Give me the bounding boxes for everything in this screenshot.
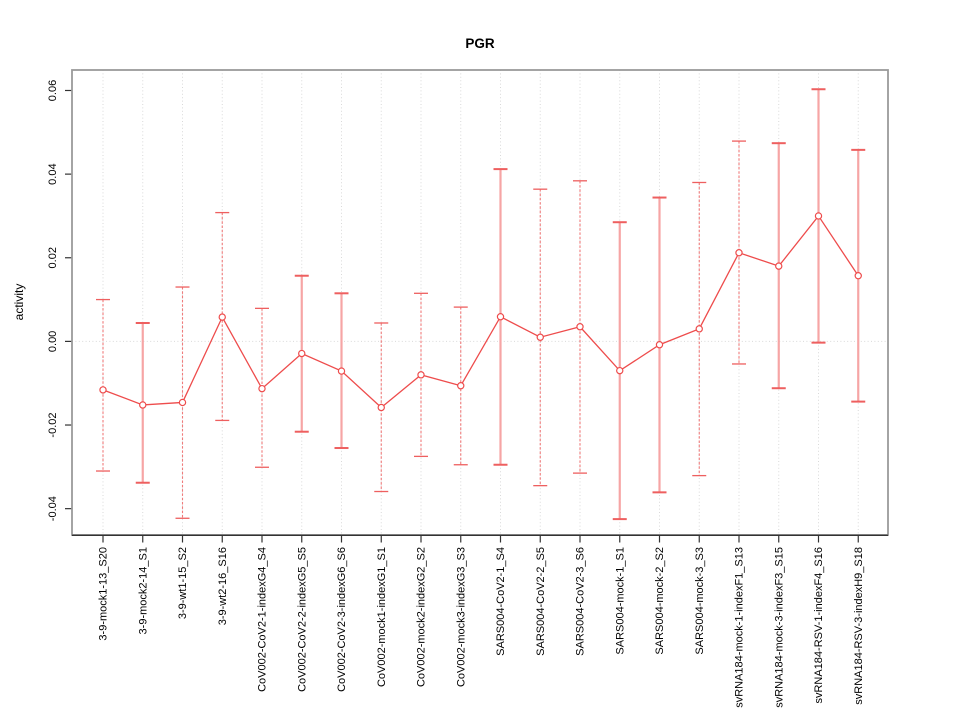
- grid-layer: [72, 70, 888, 535]
- data-point-marker: [377, 403, 385, 412]
- data-point-marker: [536, 333, 544, 341]
- y-tick-label: 0.04: [47, 163, 59, 184]
- data-point-marker: [417, 371, 425, 379]
- x-category-label: 3-9-wt1-15_S2: [177, 547, 189, 619]
- x-category-label: SARS004-CoV2-1_S4: [495, 547, 507, 656]
- data-point-marker: [99, 386, 107, 394]
- data-point-marker: [655, 341, 664, 349]
- x-category-label: SARS004-CoV2-2_S5: [535, 547, 547, 656]
- x-category-label: CoV002-mock1-indexG1_S1: [376, 547, 388, 687]
- chart-title: PGR: [465, 36, 495, 51]
- x-category-label: 3-9-mock1-13_S20: [98, 547, 110, 641]
- data-point-marker: [695, 325, 703, 333]
- x-category-label: CoV002-CoV2-3-indexG6_S6: [336, 547, 348, 692]
- series-line-layer: [102, 214, 859, 409]
- x-category-label: svRNA184-mock-3-indexF3_S15: [773, 547, 785, 708]
- x-category-label: SARS004-mock-1_S1: [614, 547, 626, 655]
- x-category-label: CoV002-CoV2-2-indexG5_S5: [296, 547, 308, 692]
- y-tick-label: -0.02: [47, 412, 59, 437]
- plot-border: [71, 69, 889, 536]
- data-point-marker: [814, 212, 823, 220]
- x-category-label: SARS004-mock-3_S3: [694, 547, 706, 655]
- x-category-label: svRNA184-RSV-1-indexF4_S16: [813, 547, 825, 704]
- markers-layer: [99, 212, 862, 412]
- y-tick-label: 0.02: [47, 247, 59, 268]
- data-point-marker: [218, 313, 226, 321]
- x-category-label: svRNA184-RSV-3-indexH9_S18: [853, 547, 865, 705]
- data-point-marker: [178, 398, 187, 407]
- x-category-label: CoV002-mock3-indexG3_S3: [455, 547, 467, 687]
- x-category-label: CoV002-mock2-indexG2_S2: [416, 547, 428, 687]
- y-axis-label: activity: [12, 284, 26, 321]
- y-tick-label: 0.06: [47, 80, 59, 101]
- data-point-marker: [576, 323, 584, 331]
- x-category-label: svRNA184-mock-1-indexF1_S13: [734, 547, 746, 708]
- data-point-marker: [854, 272, 862, 280]
- data-point-marker: [139, 401, 147, 409]
- y-tick-label: -0.04: [47, 496, 59, 521]
- y-tick-label: 0.00: [47, 331, 59, 352]
- x-category-label: 3-9-wt2-16_S16: [217, 547, 229, 625]
- x-category-label: CoV002-CoV2-1-indexG4_S4: [257, 547, 269, 692]
- data-point-marker: [735, 249, 743, 257]
- axes-layer: 0.06 0.04 0.02 0.00 -0.02 -0.04 3-9-mock1-13_S…: [47, 80, 865, 708]
- data-point-marker: [616, 366, 624, 375]
- data-point-marker: [775, 262, 783, 270]
- x-category-label: 3-9-mock2-14_S1: [137, 547, 149, 634]
- x-category-label: SARS004-CoV2-3_S6: [575, 547, 587, 656]
- data-point-marker: [337, 367, 346, 375]
- errorbars-layer: [96, 88, 866, 521]
- data-point-marker: [258, 384, 266, 393]
- series-line: [102, 214, 859, 409]
- data-point-marker: [496, 313, 505, 321]
- data-point-marker: [457, 382, 465, 390]
- x-category-label: SARS004-mock-2_S2: [654, 547, 666, 655]
- data-point-marker: [298, 349, 306, 358]
